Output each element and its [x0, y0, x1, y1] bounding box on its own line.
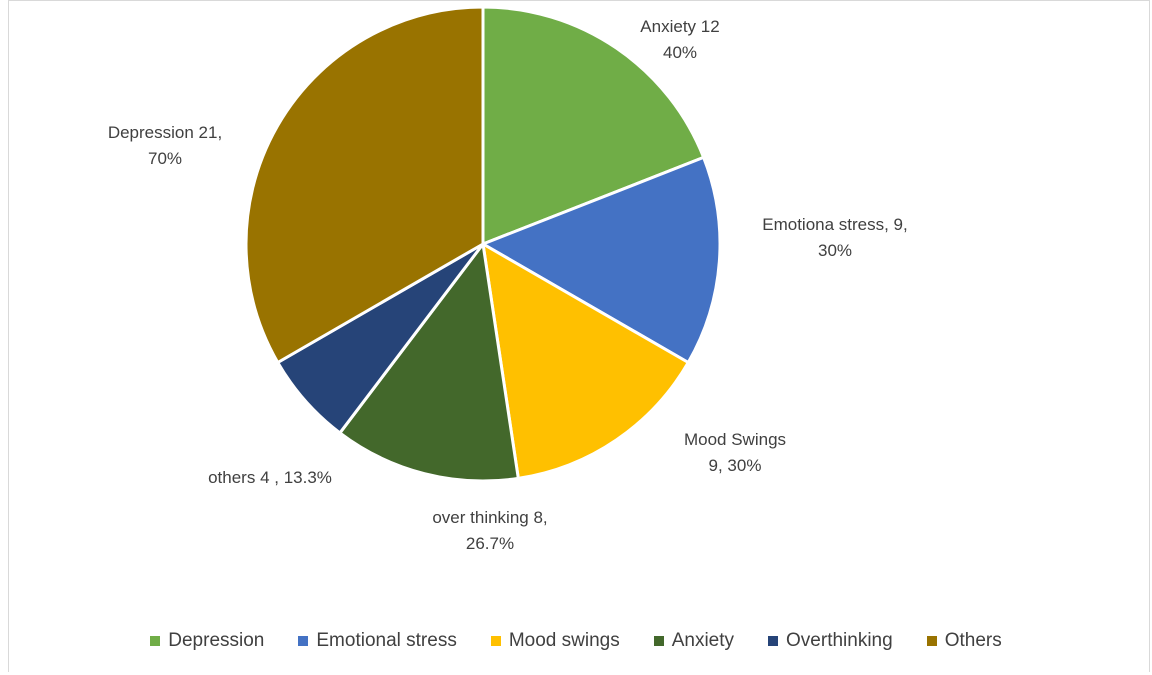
data-label-mood-swings: Mood Swings 9, 30%	[683, 430, 787, 475]
legend-swatch-mood-swings	[490, 636, 501, 646]
legend-label-others: Others	[944, 630, 1002, 651]
legend-label-emotional-stress: Emotional stress	[316, 630, 457, 651]
data-label-others: others 4 , 13.3%	[208, 468, 332, 487]
legend-item-anxiety: Anxiety	[653, 630, 735, 652]
legend-label-mood-swings: Mood swings	[508, 630, 620, 651]
legend-swatch-others	[926, 636, 937, 646]
legend-swatch-overthinking	[768, 636, 779, 646]
data-label-emotional-stress: Emotiona stress, 9, 30%	[762, 215, 908, 260]
data-label-over-thinking: over thinking 8, 26.7%	[432, 508, 548, 553]
data-label-anxiety: Anxiety 12 40%	[640, 17, 720, 62]
legend-label-anxiety: Anxiety	[671, 630, 735, 651]
pie-slice-mood-swings	[481, 242, 690, 480]
legend-item-mood-swings: Mood swings	[490, 630, 620, 652]
pie-slice-anxiety	[481, 5, 706, 246]
legend-swatch-emotional-stress	[298, 636, 309, 646]
legend-item-overthinking: Overthinking	[768, 630, 893, 652]
legend-item-depression: Depression	[150, 630, 264, 652]
legend-swatch-depression	[150, 636, 161, 646]
legend-label-depression: Depression	[168, 630, 265, 651]
legend-item-emotional-stress: Emotional stress	[298, 630, 457, 652]
pie-slice-depression	[244, 5, 485, 364]
chart-legend: Depression Emotional stress Mood swings …	[0, 627, 1152, 655]
pie-slice-over-thinking	[338, 242, 520, 483]
legend-label-overthinking: Overthinking	[786, 630, 893, 651]
pie-slice-emotional-stress	[481, 155, 722, 364]
legend-item-others: Others	[926, 630, 1002, 652]
legend-swatch-anxiety	[653, 636, 664, 646]
data-label-depression: Depression 21, 70%	[107, 123, 223, 168]
